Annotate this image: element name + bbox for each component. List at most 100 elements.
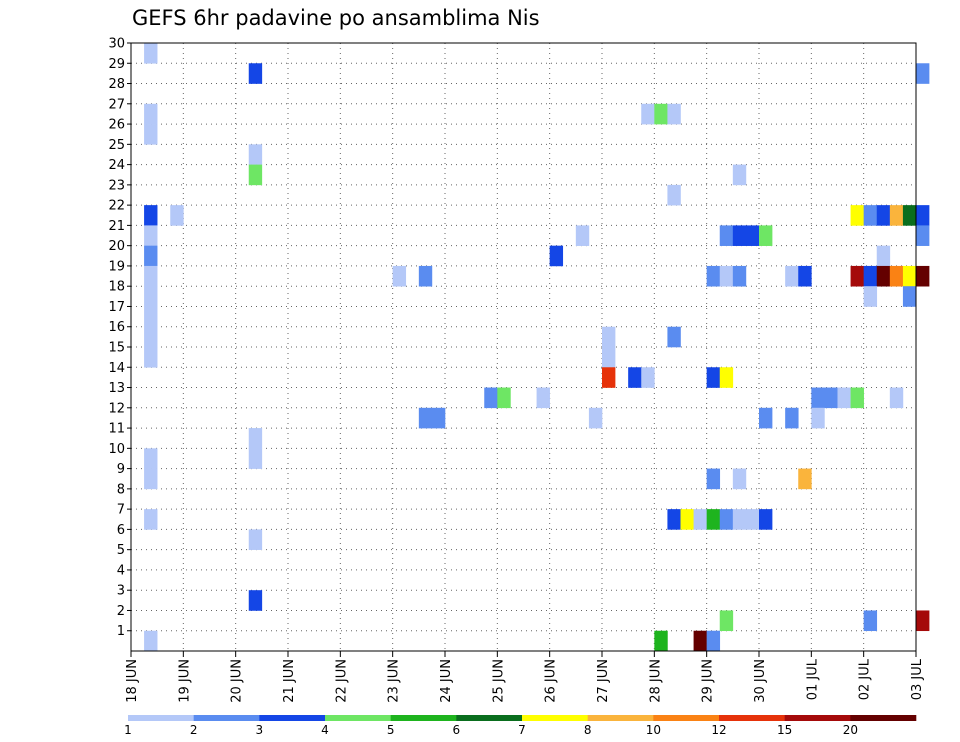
y-tick-label: 28 [108,77,125,92]
heatmap-cell [916,225,930,246]
heatmap-cell [248,63,263,84]
colorbar-swatch [193,715,260,721]
heatmap-cell [902,205,917,226]
heatmap-cell [248,529,263,550]
heatmap-cell [876,245,891,267]
heatmap-cell [811,407,825,429]
chart-title: GEFS 6hr padavine po ansamblima Nis [132,6,540,30]
colorbar-label: 8 [584,723,592,737]
y-tick-label: 8 [117,482,125,497]
heatmap-cell [497,387,511,409]
heatmap-cell [641,367,655,388]
heatmap-cell [719,225,734,246]
heatmap-cell [811,387,825,409]
heatmap-cell [602,347,616,368]
heatmap-cell [902,265,917,287]
heatmap-cell [916,205,930,226]
heatmap-cell [798,468,812,490]
heatmap-cell [418,265,433,287]
heatmap-cell [680,509,694,530]
heatmap-cell [144,124,158,145]
heatmap-cell [144,630,158,652]
heatmap-cell [745,225,760,246]
x-tick-label: 24 JUN [439,659,454,703]
heatmap-cell [602,367,616,388]
heatmap-cell [418,407,433,429]
x-tick-label: 23 JUN [387,659,402,703]
heatmap-cell [667,103,681,125]
colorbar-swatch [456,715,523,721]
x-tick-label: 26 JUN [544,659,559,703]
heatmap-cell [144,326,158,348]
heatmap-cell [144,347,158,368]
heatmap-cell [732,509,747,530]
y-tick-label: 3 [117,584,125,599]
y-tick-label: 13 [108,381,125,396]
colorbar-label: 10 [646,723,661,737]
x-tick-label: 19 JUN [177,659,192,703]
heatmap-cell [144,509,158,530]
heatmap-cell [863,265,878,287]
heatmap-cell [850,265,864,287]
y-tick-label: 27 [108,97,125,112]
heatmap-cell [641,103,655,125]
heatmap-cell [693,630,707,652]
heatmap-cell [144,468,158,490]
colorbar-swatch [325,715,391,721]
y-tick-label: 16 [108,320,125,335]
heatmap-cell [667,509,681,530]
heatmap-cell [850,387,864,409]
x-tick-label: 18 JUN [125,659,140,703]
heatmap-cell [863,286,878,307]
heatmap-cell [144,265,158,287]
y-tick-label: 6 [117,523,125,538]
colorbar-swatch [259,715,326,721]
x-tick-label: 30 JUN [753,659,768,703]
heatmap-cell [654,103,668,125]
heatmap-cell [889,387,904,409]
heatmap-cell [916,610,930,632]
heatmap-cell [706,509,721,530]
heatmap-cell [248,448,263,469]
x-tick-label: 28 JUN [648,659,663,703]
colorbar-label: 6 [453,723,461,737]
y-tick-label: 19 [108,259,125,274]
heatmap-cell [719,265,734,287]
y-tick-label: 15 [108,341,125,356]
colorbar-label: 5 [387,723,395,737]
heatmap-cell [628,367,642,388]
y-tick-label: 14 [108,361,125,376]
heatmap-cell [144,43,158,64]
x-tick-label: 03 JUL [910,658,925,700]
x-tick-label: 02 JUL [858,658,873,700]
colorbar-label: 12 [711,723,726,737]
heatmap-cell [706,265,721,287]
colorbar-label: 20 [843,723,858,737]
heatmap-cell [889,205,904,226]
heatmap-cell [144,448,158,469]
y-tick-label: 29 [108,57,125,72]
x-tick-label: 01 JUL [805,658,820,700]
y-tick-label: 11 [108,422,125,437]
heatmap-cell [431,407,446,429]
x-tick-label: 22 JUN [334,659,349,703]
heatmap-cell [170,205,184,226]
y-tick-label: 20 [108,239,125,254]
heatmap-cell [719,610,734,632]
y-tick-label: 24 [108,158,125,173]
y-tick-label: 2 [117,604,125,619]
heatmap-cell [732,265,747,287]
heatmap-cell [916,63,930,84]
heatmap-cell [654,630,668,652]
x-tick-label: 21 JUN [282,659,297,703]
heatmap-cell [732,225,747,246]
heatmap-cell [876,205,891,226]
y-tick-label: 30 [108,37,125,52]
colorbar-swatch [390,715,457,721]
colorbar-label: 1 [124,723,132,737]
colorbar-swatch [587,715,654,721]
heatmap-cell [863,205,878,226]
heatmap-cell [863,610,878,632]
x-tick-label: 27 JUN [596,659,611,703]
heatmap-cell [759,407,773,429]
